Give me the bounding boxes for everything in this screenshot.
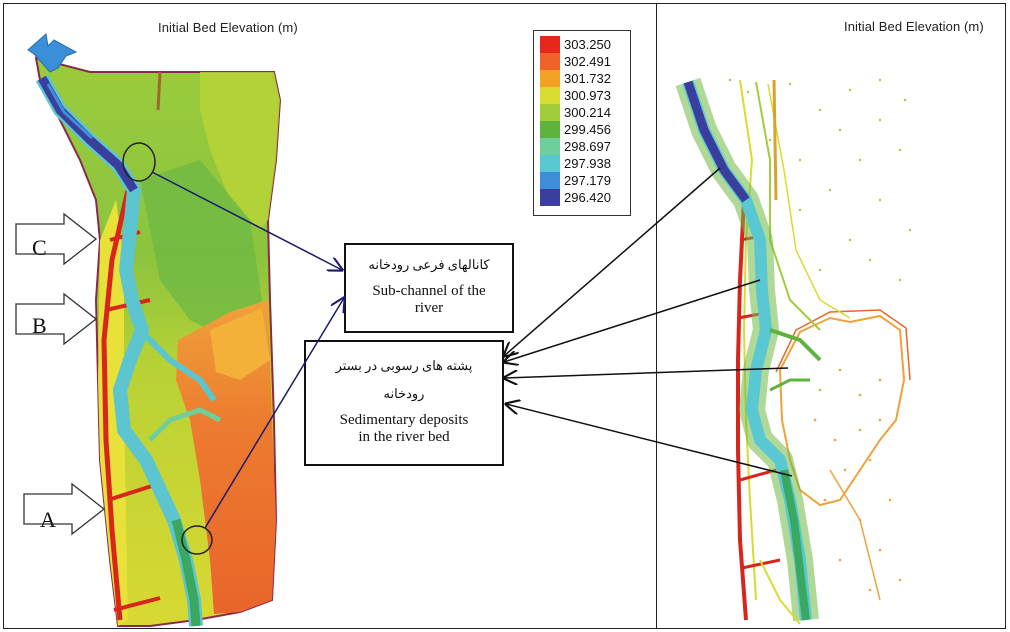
legend-item: 303.250 xyxy=(540,36,630,53)
deposits-callout-fa-1: پشته های رسوبی در بستر xyxy=(335,358,473,373)
legend-swatch xyxy=(540,53,560,70)
subchannel-callout-fa: کانالهای فرعی رودخانه xyxy=(368,257,490,272)
right-orange-points xyxy=(798,368,902,592)
marker-arrow-a xyxy=(23,482,106,536)
legend-item: 298.697 xyxy=(540,138,630,155)
legend-item: 299.456 xyxy=(540,121,630,138)
legend-label: 301.732 xyxy=(564,71,611,86)
figure-frame xyxy=(3,3,1006,629)
legend-item: 297.179 xyxy=(540,172,630,189)
marker-label-a: A xyxy=(40,507,56,532)
legend-label: 302.491 xyxy=(564,54,611,69)
legend-swatch xyxy=(540,172,560,189)
legend-label: 300.973 xyxy=(564,88,611,103)
legend-swatch xyxy=(540,121,560,138)
right-main-channel xyxy=(683,80,750,203)
subchannel-callout: کانالهای فرعی رودخانه Sub-channel of the… xyxy=(344,243,514,333)
legend-swatch xyxy=(540,138,560,155)
elevation-legend: 303.250 302.491 301.732 300.973 300.214 … xyxy=(533,30,631,216)
subchannel-circle-upper xyxy=(122,142,156,182)
deposits-callout: پشته های رسوبی در بستر رودخانه Sedimenta… xyxy=(304,340,504,466)
legend-label: 297.938 xyxy=(564,156,611,171)
legend-item: 302.491 xyxy=(540,53,630,70)
legend-label: 300.214 xyxy=(564,105,611,120)
legend-item: 301.732 xyxy=(540,70,630,87)
legend-label: 303.250 xyxy=(564,37,611,52)
right-panel-title: Initial Bed Elevation (m) xyxy=(844,19,984,34)
subchannel-callout-en-2: river xyxy=(414,300,444,316)
legend-swatch xyxy=(540,36,560,53)
legend-label: 296.420 xyxy=(564,190,611,205)
legend-item: 296.420 xyxy=(540,189,630,206)
legend-swatch xyxy=(540,87,560,104)
deposits-callout-fa-2: رودخانه xyxy=(383,386,425,401)
legend-item: 300.973 xyxy=(540,87,630,104)
sediment-deposit-outline xyxy=(778,314,906,507)
legend-label: 299.456 xyxy=(564,122,611,137)
marker-label-b: B xyxy=(32,313,47,338)
legend-item: 297.938 xyxy=(540,155,630,172)
legend-swatch xyxy=(540,70,560,87)
legend-item: 300.214 xyxy=(540,104,630,121)
legend-label: 297.179 xyxy=(564,173,611,188)
left-panel-title: Initial Bed Elevation (m) xyxy=(158,20,298,35)
legend-label: 298.697 xyxy=(564,139,611,154)
marker-arrow-b xyxy=(15,292,98,346)
legend-swatch xyxy=(540,104,560,121)
marker-label-c: C xyxy=(32,235,47,260)
legend-swatch xyxy=(540,189,560,206)
right-scatter-points xyxy=(728,78,912,282)
left-embankment xyxy=(101,189,131,621)
subchannel-circle-lower xyxy=(181,525,213,555)
flow-direction-arrow xyxy=(27,33,78,73)
legend-swatch xyxy=(540,155,560,172)
deposits-callout-en-2: in the river bed xyxy=(358,429,450,445)
subchannel-callout-en-1: Sub-channel of the xyxy=(372,283,486,299)
deposits-callout-en-1: Sedimentary deposits xyxy=(339,412,469,428)
marker-arrow-c xyxy=(15,212,98,266)
